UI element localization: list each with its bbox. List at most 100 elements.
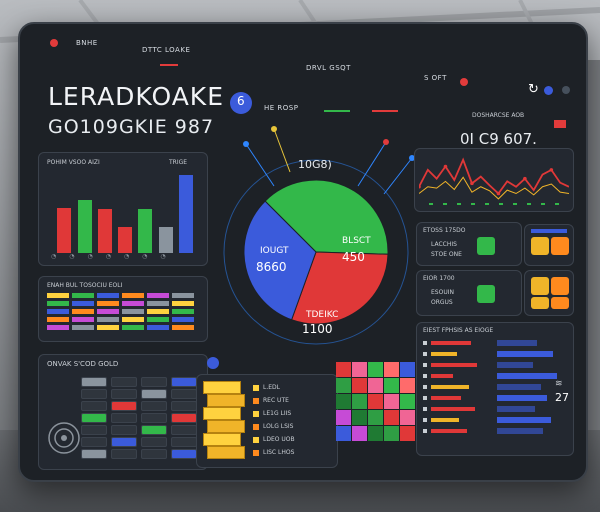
bottom-left-grid xyxy=(81,377,201,461)
heatmap-cell xyxy=(352,378,367,393)
table-row-bar-red xyxy=(431,385,469,389)
heatmap-cell xyxy=(336,362,351,377)
left-chart-badge: TRIGE xyxy=(169,159,188,166)
list-item-swatch xyxy=(253,437,259,443)
bottom-grid-cell[interactable] xyxy=(141,377,167,387)
pie-slice-label-1-name: IOUGT xyxy=(260,246,289,256)
rows-grid-cell xyxy=(147,309,169,314)
bottom-grid-cell[interactable] xyxy=(111,413,137,423)
bottom-grid-cell[interactable] xyxy=(81,389,107,399)
pie-slice-label-3-name: TDEIKC xyxy=(306,310,339,320)
list-item[interactable]: L.EDL xyxy=(253,383,333,394)
bottom-grid-cell[interactable] xyxy=(81,425,107,435)
line-axis-mark xyxy=(471,203,475,205)
bottom-grid-cell[interactable] xyxy=(111,437,137,447)
table-row-bar-red xyxy=(431,352,457,356)
bottom-grid-cell[interactable] xyxy=(81,413,107,423)
app-logo-icon[interactable] xyxy=(230,92,252,114)
bottom-grid-cell[interactable] xyxy=(111,425,137,435)
table-row-bar-red xyxy=(431,363,477,367)
list-item[interactable]: LE1G LIIS xyxy=(253,409,333,420)
topbar-item-a[interactable]: BNHE xyxy=(76,39,98,47)
pie-slice-label-3-value: 1100 xyxy=(302,322,333,336)
bottom-grid-cell[interactable] xyxy=(111,401,137,411)
pie-slice-label-2-value: 450 xyxy=(342,250,365,264)
side-a-orange-tile[interactable] xyxy=(551,237,569,255)
heatmap-cell xyxy=(384,378,399,393)
rows-grid-cell xyxy=(47,317,69,322)
bottom-grid-cell[interactable] xyxy=(141,437,167,447)
refresh-icon[interactable]: ↻ xyxy=(528,82,539,97)
heatmap-cell xyxy=(400,394,415,409)
header-mid-green-line xyxy=(324,110,350,112)
heatmap-panel xyxy=(336,362,418,444)
rows-grid-cell xyxy=(172,325,194,330)
bottom-grid-cell[interactable] xyxy=(171,425,197,435)
table-row-bar-red xyxy=(431,374,453,378)
bottom-grid-cell[interactable] xyxy=(171,389,197,399)
table-row-bar-blue xyxy=(497,428,543,434)
bottom-grid-cell[interactable] xyxy=(81,401,107,411)
table-row-bar-blue xyxy=(497,395,547,401)
list-items: L.EDL REC UTE LE1G LIIS LOLG LSIS LDEO UOB LI… xyxy=(253,383,333,463)
topbar-center-title: DRVL GSQT xyxy=(306,64,351,72)
right-mid-panel-b: EIOR 1700 ESOUIN ORGUS xyxy=(416,270,522,316)
bottom-grid-cell[interactable] xyxy=(141,449,167,459)
table-row-tick xyxy=(423,341,427,345)
list-item[interactable]: REC UTE xyxy=(253,396,333,407)
bottom-grid-cell[interactable] xyxy=(141,425,167,435)
heatmap-cell xyxy=(384,394,399,409)
table-row-tick xyxy=(423,418,427,422)
bottom-grid-cell[interactable] xyxy=(171,449,197,459)
menu-dot[interactable] xyxy=(562,86,570,94)
line-chart-panel xyxy=(414,148,574,212)
side-b-orange-tile[interactable] xyxy=(551,277,569,295)
window-close-dot[interactable] xyxy=(50,39,58,47)
bottom-grid-cell[interactable] xyxy=(171,413,197,423)
side-a-yellow-tile[interactable] xyxy=(531,237,549,255)
yellow-block xyxy=(207,420,245,433)
topbar-item-right[interactable]: S OFT xyxy=(424,74,447,82)
bottom-grid-cell[interactable] xyxy=(81,437,107,447)
list-item-label: LISC LHOS xyxy=(263,449,295,456)
bottom-grid-cell[interactable] xyxy=(81,449,107,459)
pie-slice-iougt[interactable] xyxy=(264,179,389,255)
chart-tile-icon-b[interactable] xyxy=(477,285,495,303)
pie-slice-blsct[interactable] xyxy=(290,251,389,325)
bottom-grid-cell[interactable] xyxy=(141,413,167,423)
side-b-yellow-tile-2[interactable] xyxy=(531,297,549,309)
bottom-grid-cell[interactable] xyxy=(171,377,197,387)
list-item[interactable]: LDEO UOB xyxy=(253,435,333,446)
table-row-tick xyxy=(423,385,427,389)
list-item-label: LDEO UOB xyxy=(263,436,295,443)
bottom-left-panel: ONVAK S'COD GOLD xyxy=(38,354,219,470)
left-bar-plot xyxy=(51,173,199,253)
list-item[interactable]: LOLG LSIS xyxy=(253,422,333,433)
table-row-bar-red xyxy=(431,407,475,411)
side-b-orange-tile-2[interactable] xyxy=(551,297,569,309)
chart-tile-icon[interactable] xyxy=(477,237,495,255)
bottom-grid-cell[interactable] xyxy=(171,437,197,447)
rows-grid-cell xyxy=(147,317,169,322)
bottom-grid-cell[interactable] xyxy=(111,449,137,459)
heatmap-cell xyxy=(384,362,399,377)
right-mid-side-a xyxy=(524,224,574,266)
pie-slice-tdeikc[interactable] xyxy=(243,200,317,321)
bottom-grid-cell[interactable] xyxy=(141,389,167,399)
bottom-grid-cell[interactable] xyxy=(141,401,167,411)
line-axis-mark xyxy=(485,203,489,205)
rows-panel-title: ENAH BUL TOSOCIU EOLI xyxy=(47,282,123,289)
list-item[interactable]: LISC LHOS xyxy=(253,448,333,459)
list-item-swatch xyxy=(253,385,259,391)
heatmap-cell xyxy=(400,426,415,441)
bottom-grid-cell[interactable] xyxy=(111,377,137,387)
heatmap-grid xyxy=(336,362,418,444)
bottom-grid-cell[interactable] xyxy=(111,389,137,399)
bottom-grid-cell[interactable] xyxy=(81,377,107,387)
bottom-grid-cell[interactable] xyxy=(171,401,197,411)
topbar-item-b[interactable]: DTTC LOAKE xyxy=(142,46,191,54)
line-point xyxy=(549,168,554,172)
side-b-yellow-tile[interactable] xyxy=(531,277,549,295)
right-table-rows xyxy=(423,339,557,447)
line-axis-mark xyxy=(555,203,559,205)
